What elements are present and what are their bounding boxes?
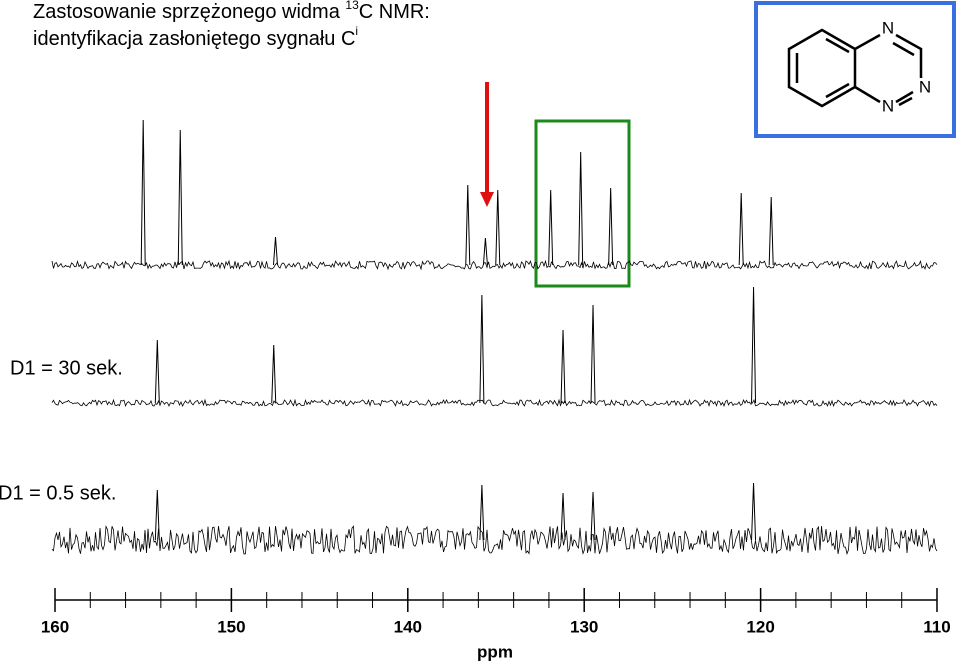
spectrum-label: D1 = 0.5 sek. (0, 482, 116, 504)
peak (738, 192, 744, 266)
title: Zastosowanie sprzężonego widma 13C NMR: (33, 0, 430, 23)
peak (273, 236, 278, 266)
peak (751, 482, 757, 541)
peak (560, 492, 566, 541)
title: identyfikacja zasłoniętego sygnału Ci (33, 24, 358, 50)
peak (608, 187, 614, 266)
title-sup: i (355, 24, 358, 38)
title-text: Zastosowanie sprzężonego widma (33, 1, 341, 23)
title-sup: 13 (345, 0, 359, 12)
atom: N (919, 77, 931, 96)
baseline-noise (51, 398, 938, 408)
peak (548, 189, 554, 266)
molecule: N N N (754, 1, 956, 138)
peak (479, 484, 485, 541)
peak (482, 237, 488, 266)
tick-label: 120 (746, 617, 774, 636)
peak (590, 304, 596, 404)
peak (751, 286, 757, 404)
peak (560, 329, 566, 404)
tick-label: 140 (394, 617, 422, 636)
peak (495, 189, 501, 266)
peak (154, 339, 160, 404)
tick-label: 130 (570, 617, 598, 636)
title-text: C NMR: (359, 1, 430, 23)
tick-label: 150 (217, 617, 245, 636)
molecule-frame (754, 1, 956, 138)
peak (154, 489, 160, 541)
peak (590, 491, 596, 541)
peak (768, 196, 774, 266)
peak (271, 344, 277, 404)
atom: N (882, 18, 894, 37)
tick-label: 110 (923, 617, 950, 636)
baseline-noise (51, 259, 938, 271)
spectrum-label: D1 = 30 sek. (10, 357, 123, 379)
peak (578, 151, 584, 266)
peak (479, 294, 485, 404)
arrow-head (480, 192, 494, 207)
highlight-box (534, 119, 631, 288)
peak (465, 184, 471, 266)
tick-label: 160 (41, 617, 69, 636)
double-bonds (795, 37, 915, 107)
atom: N (882, 96, 894, 115)
peak (177, 129, 183, 266)
x-axis-label: ppm (477, 642, 513, 661)
title-text: identyfikacja zasłoniętego sygnału C (33, 28, 355, 50)
baseline-noise (51, 525, 938, 556)
peak (140, 119, 146, 266)
bonds (787, 28, 923, 108)
